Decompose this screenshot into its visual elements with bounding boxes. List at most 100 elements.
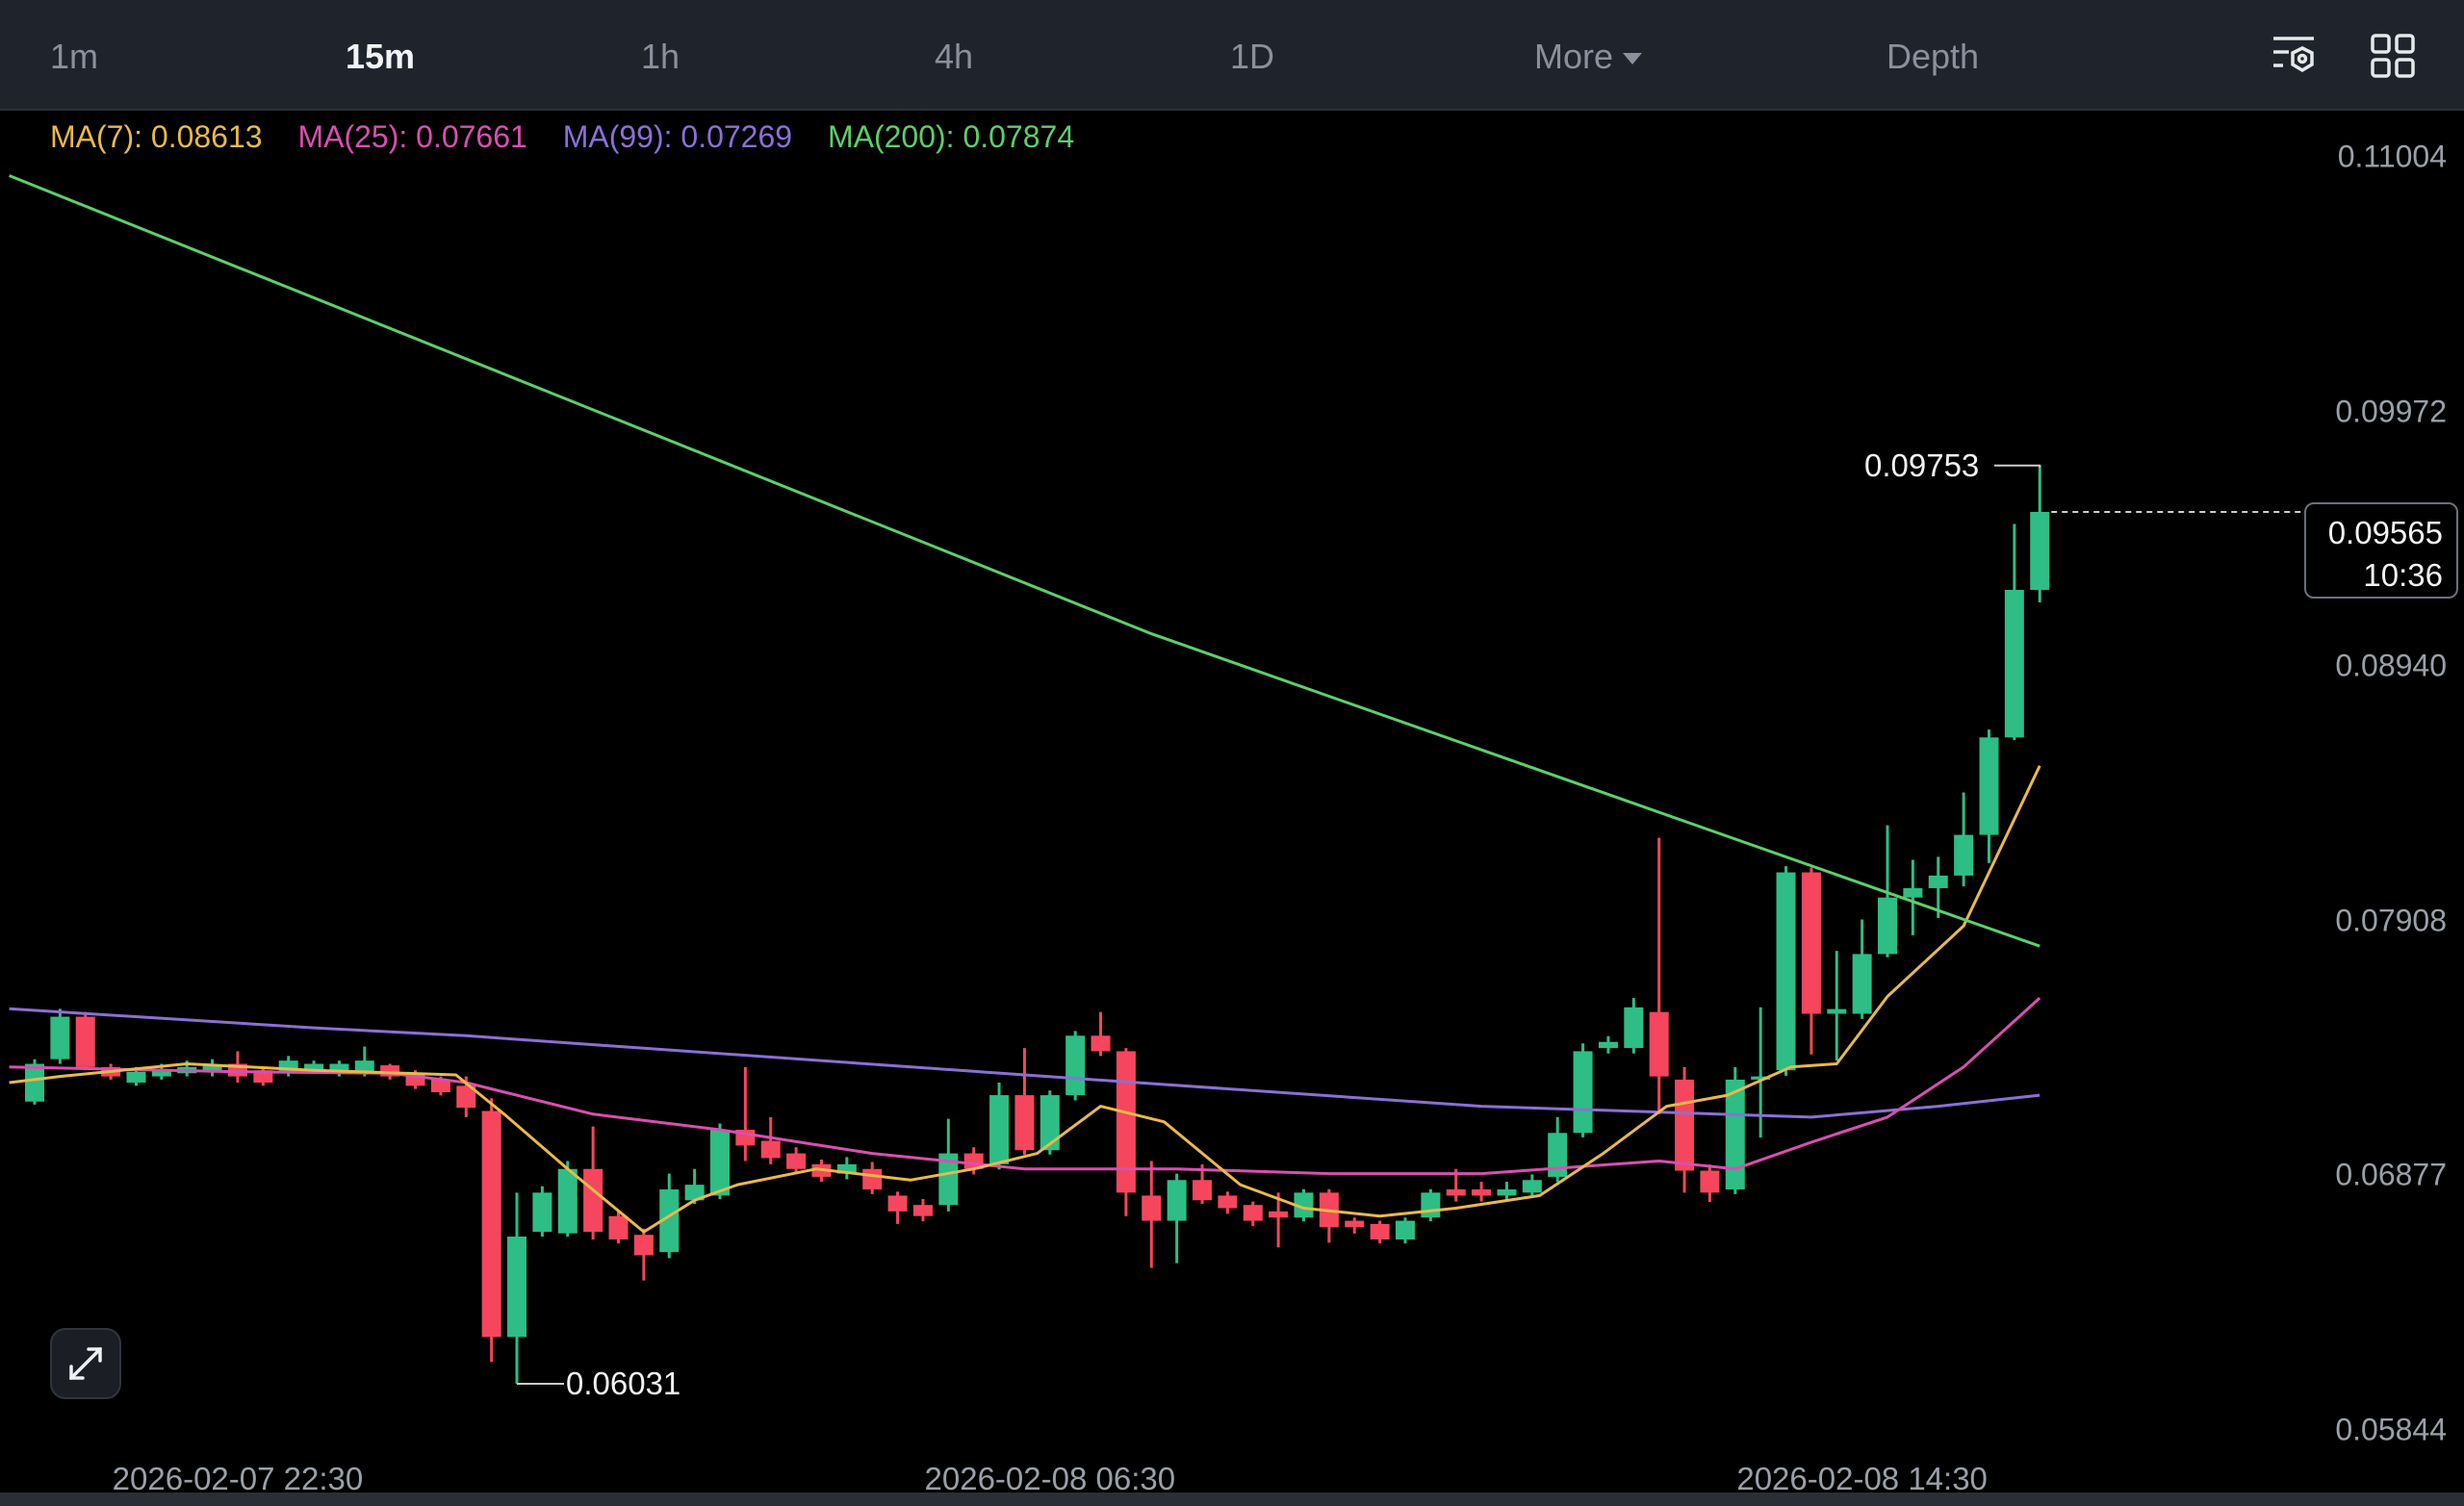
tab-1h[interactable]: 1h [640,37,680,76]
candle-down [430,1079,450,1092]
candle-up [354,1060,374,1074]
grid-layout-icon[interactable] [2368,31,2418,81]
candle-up [1598,1041,1618,1049]
high-price-marker: 0.09753 [1864,447,1980,483]
candle-up [1852,954,1872,1014]
candle-down [1675,1079,1695,1171]
tab-more[interactable]: More [1533,37,1643,77]
tab-depth[interactable]: Depth [1886,37,1980,76]
candle-up [25,1063,44,1102]
candle-down [1446,1189,1466,1196]
ma25-line [9,996,2041,1176]
candle-up [1294,1192,1314,1218]
candle-down [1116,1051,1136,1193]
price-tick-label: 0.06877 [2335,1157,2447,1192]
candle-up [50,1016,70,1059]
candle-down [862,1168,883,1190]
ma200-line [9,174,2040,948]
candle-up [1497,1189,1517,1196]
bottom-bar [0,1493,2464,1506]
candle-down [1649,1011,1669,1077]
low-price-marker: 0.06031 [566,1366,681,1402]
candle-down [887,1195,908,1212]
candle-down [456,1085,476,1109]
candle-up [1725,1079,1745,1190]
ma-legend: MA(7): 0.08613 MA(25): 0.07661 MA(99): 0… [50,119,1101,155]
candle-up [202,1065,222,1072]
time-tick-label: 2026-02-07 22:30 [112,1461,364,1496]
price-tick-label: 0.09972 [2335,394,2447,429]
candle-down [1269,1211,1289,1218]
candle-up [1954,834,1974,876]
candle-up [1421,1192,1441,1218]
candle-down [912,1205,933,1216]
candle-up [836,1163,857,1174]
candle-countdown: 10:36 [2363,557,2443,593]
candle-up [1979,737,1999,835]
more-label: More [1533,37,1614,76]
candle-up [1395,1220,1415,1240]
candle-up [1928,875,1948,888]
ma99-line [9,1007,2040,1119]
tab-4h[interactable]: 4h [934,37,974,76]
candle-down [1091,1035,1111,1052]
candle-down [1014,1095,1035,1151]
candle-down [1801,872,1821,1014]
candle-up [709,1129,730,1196]
candle-up [1167,1180,1187,1221]
candle-up [151,1070,171,1077]
current-price-box: 0.09565 10:36 [2304,502,2458,599]
tab-1m[interactable]: 1m [49,37,99,76]
candle-down [1243,1205,1263,1221]
candle-down [481,1110,501,1338]
candle-down [760,1140,781,1159]
candle-down [380,1065,400,1077]
candle-up [659,1189,680,1253]
candle-up [1776,872,1796,1071]
candle-up [1573,1051,1593,1134]
candle-up [329,1063,349,1074]
candle-down [1142,1195,1162,1221]
price-tick-label: 0.11004 [2337,139,2447,174]
high-marker-leader [1994,464,2041,468]
candle-up [1548,1133,1568,1177]
candle-down [75,1016,95,1067]
timeframe-toolbar: 1m 15m 1h 4h 1D More Depth [0,0,2464,111]
candle-up [557,1168,578,1234]
price-tick-label: 0.07908 [2335,903,2447,938]
candle-up [1624,1007,1644,1049]
price-tick-label: 0.05844 [2335,1412,2447,1447]
candle-up [1065,1035,1086,1096]
legend-ma25: MA(25): 0.07661 [297,119,527,154]
legend-ma200: MA(200): 0.07874 [827,119,1075,154]
candle-down [1218,1195,1238,1209]
candle-up [684,1185,705,1201]
fullscreen-button[interactable] [50,1328,121,1399]
legend-ma7: MA(7): 0.08613 [50,119,263,154]
tab-15m[interactable]: 15m [345,37,416,76]
current-price: 0.09565 [2327,515,2443,550]
legend-ma99: MA(99): 0.07269 [562,119,793,154]
tab-1d[interactable]: 1D [1229,37,1275,76]
candle-down [1700,1170,1720,1193]
candle-down [633,1235,654,1256]
candle-down [786,1153,807,1169]
candle-up [2030,511,2050,590]
price-tick-label: 0.08940 [2335,648,2447,683]
candle-down [608,1215,629,1240]
candle-down [583,1168,603,1233]
candle-up [126,1071,146,1083]
candle-up [1903,887,1923,898]
candle-up [1827,1008,1847,1014]
candle-down [1370,1223,1390,1240]
time-tick-label: 2026-02-08 06:30 [924,1461,1176,1496]
candle-up [989,1095,1010,1164]
candle-up [938,1153,959,1206]
candle-up [532,1192,552,1233]
expand-arrows-icon [69,1347,102,1380]
candle-up [1040,1095,1060,1151]
candle-up [1751,1076,1771,1080]
ma7-line [9,765,2041,1234]
chart-settings-icon[interactable] [2270,31,2320,81]
